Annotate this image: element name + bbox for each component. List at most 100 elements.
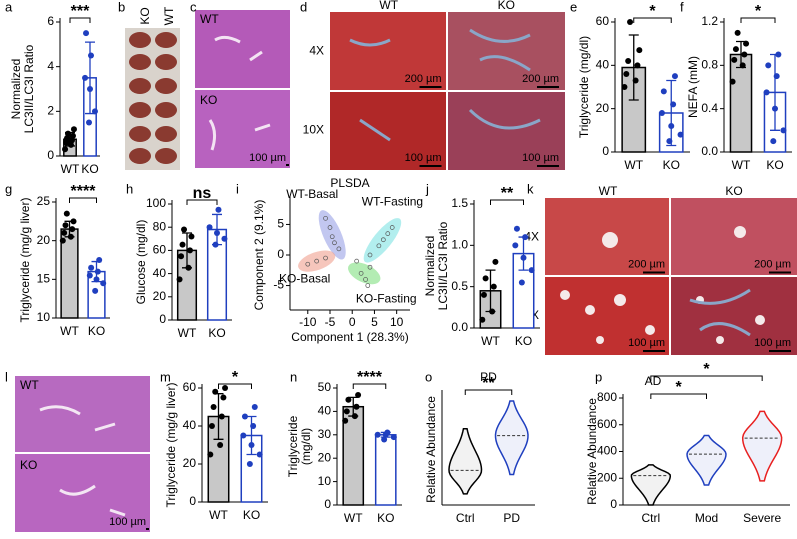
- data-point: [329, 234, 335, 240]
- data-point: [513, 225, 520, 232]
- y-axis-label: Triglyceride (mg/g liver): [164, 383, 178, 508]
- data-point: [86, 272, 93, 279]
- data-point: [185, 264, 192, 271]
- data-point: [367, 252, 373, 258]
- data-point: [332, 240, 337, 246]
- data-point: [381, 436, 388, 443]
- data-point: [367, 264, 373, 270]
- y-tick-label: 1.0: [451, 238, 468, 252]
- data-point: [206, 224, 213, 231]
- scale-bar-label: 100 µm: [109, 516, 146, 528]
- series-label: WT-Fasting: [362, 195, 423, 209]
- y-tick-label: -5: [273, 278, 284, 292]
- y-tick-label: 400: [597, 444, 617, 458]
- image-label: WT: [20, 378, 39, 392]
- y-tick-label: 25: [37, 194, 51, 208]
- data-point: [625, 58, 632, 64]
- panel-letter: h: [126, 181, 133, 196]
- data-point: [520, 254, 527, 261]
- fibrosis: [349, 28, 541, 142]
- y-axis-label: Glucose (mg/dl): [134, 220, 148, 305]
- significance-bracket: [69, 17, 91, 23]
- column-label: WT: [379, 0, 398, 12]
- y-tick-label: 5: [277, 217, 284, 231]
- data-point: [658, 110, 665, 116]
- panel-letter: g: [5, 181, 12, 196]
- y-axis-label: LC3II/LC3I Ratio: [22, 44, 36, 133]
- error-bar: [666, 79, 677, 147]
- data-point: [345, 396, 352, 403]
- significance-label: *: [703, 361, 710, 378]
- data-point: [214, 230, 220, 236]
- data-point: [63, 210, 70, 217]
- y-tick-label: 4: [47, 59, 54, 73]
- data-point: [739, 62, 746, 69]
- column-label: KO: [725, 184, 742, 198]
- data-point: [763, 89, 770, 96]
- data-point: [518, 279, 525, 286]
- y-tick-label: 60: [596, 14, 610, 28]
- image-label: WT: [200, 12, 219, 26]
- y-tick-label: 0: [47, 148, 54, 162]
- error-bar: [246, 415, 257, 456]
- panel-letter: j: [425, 181, 429, 196]
- data-point: [217, 442, 224, 448]
- data-point: [636, 47, 643, 54]
- y-tick-label: 0: [324, 497, 331, 511]
- significance-label: *: [755, 3, 762, 20]
- data-point: [181, 226, 188, 233]
- violin: [741, 410, 783, 482]
- data-point: [358, 270, 364, 276]
- image-label: KO: [138, 7, 152, 24]
- data-point: [666, 138, 673, 145]
- significance-bracket: [464, 389, 513, 395]
- data-point: [82, 74, 89, 81]
- panel-letter: m: [160, 369, 171, 384]
- data-point: [62, 146, 69, 153]
- data-point: [479, 316, 486, 323]
- data-point: [256, 451, 263, 458]
- confidence-ellipse: [348, 262, 381, 285]
- data-point: [179, 241, 186, 248]
- data-point: [365, 283, 371, 288]
- significance-bracket: [218, 383, 252, 389]
- x-tick-label: WT: [60, 324, 79, 338]
- data-point: [343, 408, 350, 415]
- y-tick-label: 0.0: [701, 144, 718, 158]
- data-point: [632, 77, 639, 84]
- y-tick-label: 15: [37, 272, 51, 286]
- data-point: [390, 434, 397, 441]
- x-tick-label: Severe: [743, 511, 781, 525]
- data-point: [222, 385, 229, 391]
- series-label: WT-Basal: [286, 187, 338, 201]
- data-point: [772, 105, 778, 112]
- y-tick-label: 20: [37, 233, 51, 247]
- data-point: [61, 229, 68, 236]
- significance-label: *: [676, 379, 683, 396]
- y-tick-label: 10: [318, 474, 332, 488]
- y-tick-label: 0.8: [701, 58, 718, 72]
- x-tick-label: 10: [390, 315, 404, 329]
- trichrome-k: [545, 198, 797, 355]
- scale-bar-label: 200 µm: [522, 73, 559, 85]
- data-point: [668, 123, 675, 129]
- x-tick-label: -5: [325, 315, 336, 329]
- scale-bar-label: 200 µm: [754, 258, 791, 270]
- column-label: WT: [599, 184, 618, 198]
- he-image: [195, 90, 290, 168]
- photo-bg: [125, 28, 180, 170]
- significance-bracket: [633, 17, 672, 23]
- data-point: [208, 423, 215, 429]
- chart-title: PD: [480, 370, 497, 384]
- x-tick-label: WT: [732, 158, 751, 172]
- data-point: [773, 73, 780, 80]
- x-tick-label: Ctrl: [456, 511, 475, 525]
- panel-letter: a: [5, 0, 13, 14]
- he-image: [195, 10, 290, 88]
- x-tick-label: PD: [503, 511, 520, 525]
- y-axis-label: Normalized: [9, 59, 23, 120]
- tri-image: [448, 92, 565, 170]
- histology-l: [15, 376, 150, 532]
- panel-letter: f: [680, 0, 684, 14]
- data-point: [66, 139, 73, 146]
